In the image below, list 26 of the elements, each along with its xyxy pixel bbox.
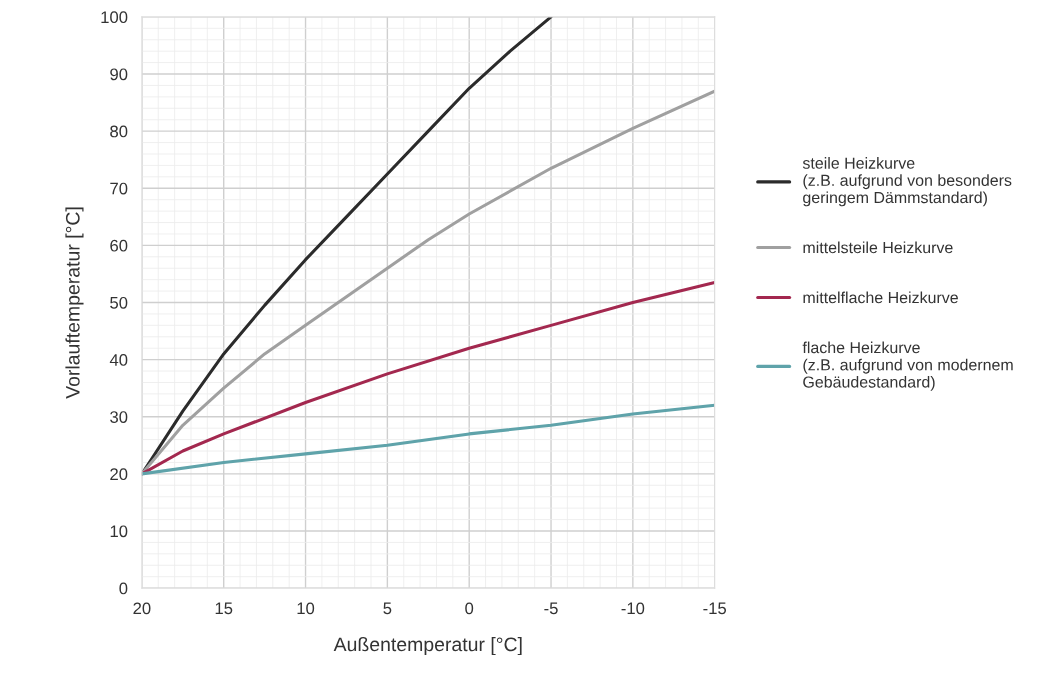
y-tick-label: 60 (110, 239, 128, 252)
y-tick-label: 90 (110, 68, 128, 81)
x-tick-label: 10 (297, 602, 315, 615)
y-axis-title: Vorlauftemperatur [°C] (65, 207, 84, 399)
y-tick-label: 70 (110, 182, 128, 195)
x-axis-title: Außentemperatur [°C] (333, 636, 522, 656)
y-tick-label: 30 (110, 411, 128, 423)
y-tick-label: 0 (119, 582, 128, 595)
y-tick-label: 100 (101, 11, 128, 24)
legend-label: flache Heizkurve (z.B. aufgrund von modernem Gebäudestandard) (802, 341, 1013, 391)
x-tick-label: -10 (621, 602, 645, 615)
line-series (141, 403, 715, 476)
y-tick-label: 10 (110, 525, 128, 538)
x-tick-label: 20 (133, 602, 151, 615)
y-tick-label: 50 (110, 296, 128, 309)
x-tick-label: -5 (544, 602, 558, 615)
y-tick-label: 20 (110, 468, 128, 481)
y-tick-label: 40 (109, 354, 128, 366)
x-tick-label: 5 (383, 602, 392, 615)
x-tick-label: 0 (465, 602, 474, 615)
legend-label: mittelsteile Heizkurve (803, 241, 953, 254)
x-tick-label: 15 (215, 602, 233, 615)
legend-label: mittelflache Heizkurve (803, 291, 958, 304)
y-tick-label: 80 (110, 125, 128, 138)
x-tick-label: -15 (703, 602, 727, 615)
legend-label: steile Heizkurve (z.B. aufgrund von besonders geringem Dämmstandard) (802, 157, 1012, 207)
